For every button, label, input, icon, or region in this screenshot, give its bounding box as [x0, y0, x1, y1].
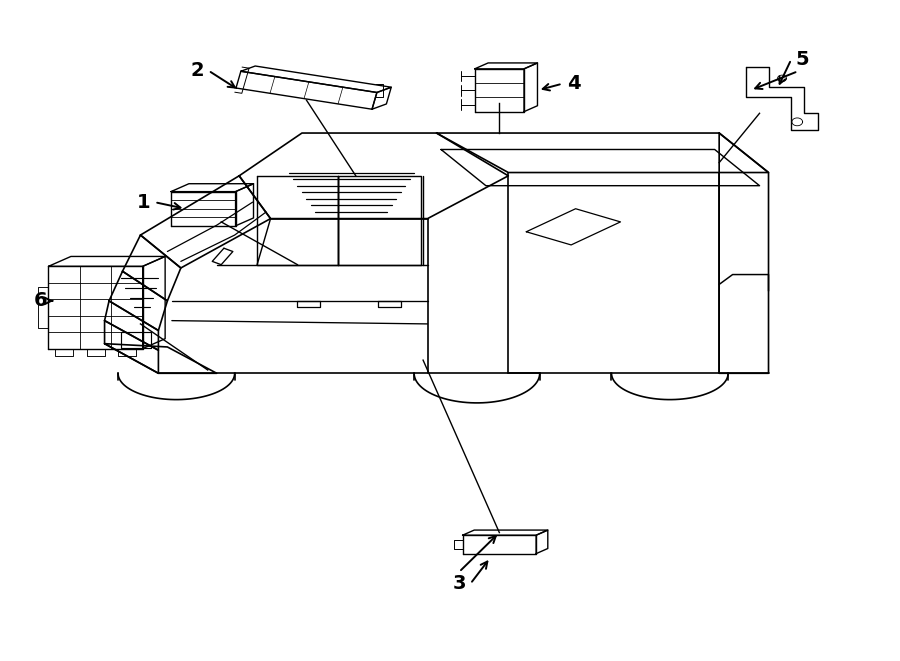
Text: 3: 3 — [452, 574, 465, 594]
Text: 1: 1 — [136, 192, 150, 212]
Text: 5: 5 — [796, 50, 809, 69]
Text: 4: 4 — [567, 74, 580, 93]
Text: 6: 6 — [34, 292, 48, 311]
Text: 2: 2 — [190, 61, 203, 80]
